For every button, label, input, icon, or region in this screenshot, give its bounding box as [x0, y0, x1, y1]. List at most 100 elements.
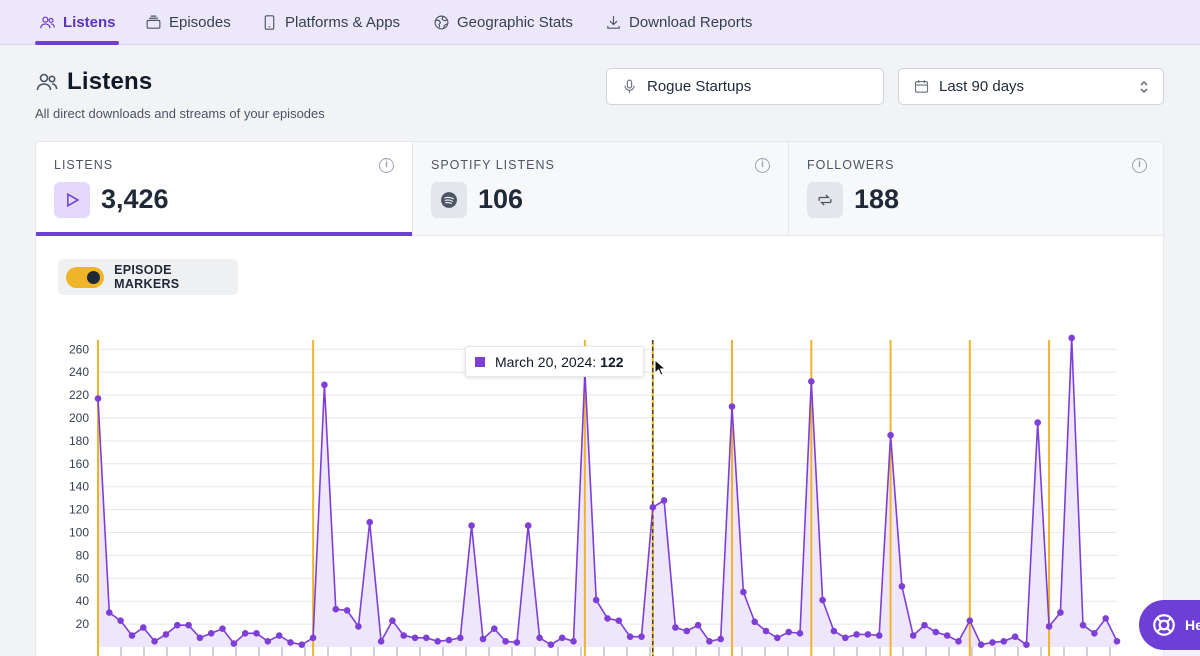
tab-label: Geographic Stats [457, 14, 573, 31]
info-icon[interactable]: i [1132, 158, 1147, 173]
tab-platforms-apps[interactable]: Platforms & Apps [261, 0, 400, 45]
data-point [491, 625, 498, 632]
toggle-switch[interactable] [66, 266, 105, 288]
data-point [615, 617, 623, 624]
data-point [128, 632, 136, 639]
y-tick-label: 140 [69, 480, 89, 494]
data-point [457, 634, 464, 642]
data-point [830, 627, 838, 635]
data-point [253, 630, 260, 637]
data-point [547, 641, 555, 648]
tab-label: Episodes [169, 14, 231, 31]
date-range-select[interactable]: Last 90 days [898, 68, 1164, 105]
data-point [366, 518, 374, 526]
date-range-value: Last 90 days [939, 78, 1025, 95]
data-point [921, 621, 928, 629]
data-point [468, 522, 475, 529]
stat-label: Listens [54, 158, 114, 172]
stat-followers[interactable]: Followers i 188 [788, 142, 1163, 236]
tab-label: Listens [63, 14, 116, 31]
stat-listens[interactable]: Listens i 3,426 [36, 142, 412, 236]
help-button[interactable]: He [1139, 600, 1200, 650]
data-point [1000, 638, 1008, 645]
microphone-icon [624, 79, 635, 93]
tab-geographic-stats[interactable]: Geographic Stats [433, 0, 573, 45]
data-point [1045, 623, 1053, 630]
users-icon [40, 16, 55, 29]
active-tab-indicator [35, 41, 119, 45]
stat-icon-box [807, 182, 843, 218]
data-point [785, 628, 792, 636]
y-tick-label: 260 [69, 342, 89, 356]
data-point [196, 634, 204, 642]
data-point [898, 583, 906, 590]
data-point [343, 607, 351, 614]
info-icon[interactable]: i [379, 158, 394, 173]
stat-value: 3,426 [101, 184, 169, 214]
data-point [106, 609, 113, 616]
data-point [219, 625, 226, 632]
y-tick-label: 60 [76, 571, 90, 585]
data-point [853, 631, 860, 638]
data-point [774, 634, 781, 642]
data-point [1057, 609, 1064, 616]
stat-icon-box [54, 182, 90, 218]
data-point [230, 640, 238, 647]
data-point [536, 634, 543, 642]
data-point [513, 639, 521, 646]
y-tick-label: 220 [69, 388, 89, 402]
cursor-icon [654, 359, 666, 376]
data-point [287, 639, 294, 646]
y-tick-label: 20 [76, 617, 90, 631]
data-point [875, 632, 883, 639]
series-line [97, 337, 1118, 647]
data-point [524, 522, 532, 529]
data-point [434, 638, 442, 645]
info-icon[interactable]: i [755, 158, 770, 173]
data-point [309, 634, 317, 642]
data-point [502, 638, 509, 645]
data-point [423, 634, 430, 642]
podcast-select[interactable]: Rogue Startups [606, 68, 884, 105]
data-point [694, 621, 702, 629]
data-point [174, 621, 181, 629]
data-point [672, 624, 679, 631]
top-nav: Listens Episodes Platforms & Apps Geogra… [0, 0, 1200, 45]
episode-markers-toggle[interactable]: EPISODE MARKERS [58, 259, 238, 295]
tab-listens[interactable]: Listens [39, 0, 116, 45]
data-point [117, 617, 124, 624]
data-point [966, 617, 974, 624]
data-point [943, 632, 951, 639]
data-point [241, 630, 249, 637]
data-point [989, 639, 996, 646]
data-point [151, 638, 158, 645]
data-point [740, 588, 747, 596]
data-point [94, 395, 102, 402]
data-point [389, 617, 396, 624]
play-icon [67, 192, 80, 208]
data-point [185, 621, 192, 629]
data-point [592, 596, 600, 604]
data-point [660, 497, 668, 504]
podcast-select-value: Rogue Startups [647, 78, 752, 95]
stat-spotify-listens[interactable]: Spotify Listens i 106 [412, 142, 788, 236]
spotify-icon [441, 192, 457, 208]
data-point [570, 638, 577, 645]
page-title: Listens [35, 68, 152, 96]
tab-download-reports[interactable]: Download Reports [605, 0, 752, 45]
stat-label: Followers [807, 158, 895, 172]
data-point [638, 633, 645, 640]
data-point [1102, 615, 1109, 622]
y-tick-label: 160 [69, 457, 89, 471]
data-point [1023, 641, 1030, 648]
y-tick-label: 200 [69, 411, 89, 425]
data-point [728, 403, 736, 410]
data-point [1011, 633, 1019, 640]
data-point [955, 638, 962, 645]
data-point [355, 623, 362, 630]
toggle-label: EPISODE MARKERS [114, 263, 180, 291]
tab-episodes[interactable]: Episodes [145, 0, 231, 45]
listens-card: Listens i 3,426 Spotify Listens i 106 Fo… [35, 141, 1164, 656]
data-point [909, 632, 917, 639]
